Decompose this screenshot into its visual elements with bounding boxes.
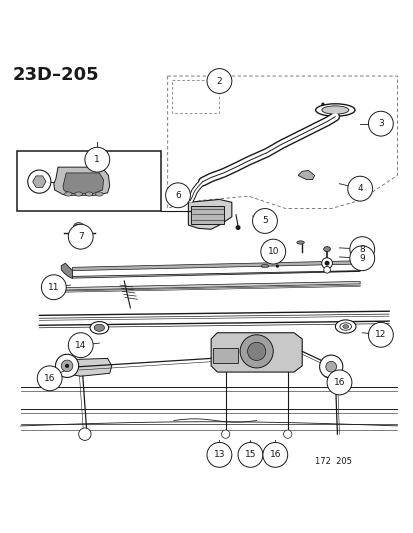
FancyBboxPatch shape — [17, 151, 161, 211]
Circle shape — [323, 266, 330, 273]
Text: 9: 9 — [358, 254, 364, 263]
Text: 7: 7 — [78, 232, 83, 241]
Circle shape — [260, 239, 285, 264]
Circle shape — [78, 224, 83, 229]
Ellipse shape — [75, 192, 82, 196]
Circle shape — [324, 261, 329, 265]
Text: 16: 16 — [333, 378, 344, 387]
Circle shape — [235, 225, 240, 230]
Circle shape — [252, 208, 277, 233]
Ellipse shape — [296, 241, 304, 244]
Circle shape — [206, 442, 231, 467]
Circle shape — [68, 224, 93, 249]
Polygon shape — [188, 199, 231, 229]
Ellipse shape — [323, 247, 330, 252]
Circle shape — [240, 335, 273, 368]
Circle shape — [78, 428, 91, 440]
Text: 16: 16 — [269, 450, 280, 459]
Circle shape — [237, 442, 262, 467]
Polygon shape — [64, 281, 359, 290]
Text: 11: 11 — [48, 282, 59, 292]
Ellipse shape — [94, 324, 104, 332]
Circle shape — [368, 111, 392, 136]
Polygon shape — [211, 333, 301, 372]
Circle shape — [74, 224, 78, 229]
Circle shape — [37, 366, 62, 391]
Text: 12: 12 — [374, 330, 386, 340]
Circle shape — [55, 354, 78, 377]
Ellipse shape — [342, 325, 348, 328]
Ellipse shape — [64, 192, 72, 196]
Text: 6: 6 — [175, 191, 180, 200]
Circle shape — [85, 147, 109, 172]
Circle shape — [206, 69, 231, 93]
Circle shape — [320, 102, 324, 106]
Ellipse shape — [85, 192, 93, 196]
Polygon shape — [63, 173, 103, 193]
Text: 5: 5 — [261, 216, 267, 225]
Ellipse shape — [74, 223, 83, 229]
Circle shape — [321, 258, 332, 269]
Polygon shape — [64, 285, 359, 292]
Text: 10: 10 — [267, 247, 278, 256]
Text: 2: 2 — [216, 77, 222, 85]
Circle shape — [74, 236, 83, 244]
Circle shape — [283, 430, 291, 438]
Circle shape — [347, 176, 372, 201]
Polygon shape — [72, 271, 359, 278]
Circle shape — [349, 246, 374, 271]
Text: 16: 16 — [44, 374, 55, 383]
Text: 13: 13 — [213, 450, 225, 459]
Ellipse shape — [339, 323, 351, 330]
Circle shape — [61, 360, 73, 372]
Circle shape — [41, 275, 66, 300]
Polygon shape — [54, 167, 109, 195]
Text: 1: 1 — [94, 155, 100, 164]
Text: 4: 4 — [356, 184, 362, 193]
Circle shape — [349, 237, 374, 262]
Circle shape — [319, 355, 342, 378]
Text: 3: 3 — [377, 119, 383, 128]
Ellipse shape — [315, 104, 354, 116]
Circle shape — [247, 342, 265, 360]
FancyBboxPatch shape — [212, 348, 237, 362]
Text: 14: 14 — [75, 341, 86, 350]
Circle shape — [326, 370, 351, 395]
Circle shape — [325, 361, 336, 372]
Circle shape — [65, 364, 69, 368]
Polygon shape — [61, 263, 72, 279]
Ellipse shape — [330, 373, 343, 379]
FancyBboxPatch shape — [191, 206, 224, 224]
Circle shape — [275, 264, 278, 268]
Ellipse shape — [335, 320, 355, 333]
Text: 23D–205: 23D–205 — [12, 66, 99, 84]
Polygon shape — [297, 171, 314, 180]
Circle shape — [68, 333, 93, 358]
Circle shape — [165, 183, 190, 208]
Text: 15: 15 — [244, 450, 256, 459]
Ellipse shape — [95, 192, 103, 196]
Text: 8: 8 — [358, 245, 364, 254]
Ellipse shape — [321, 106, 348, 114]
Circle shape — [368, 322, 392, 347]
Polygon shape — [72, 261, 359, 271]
Polygon shape — [33, 176, 46, 188]
Text: 172  205: 172 205 — [314, 457, 351, 466]
Ellipse shape — [90, 321, 108, 334]
Circle shape — [262, 442, 287, 467]
Polygon shape — [62, 358, 112, 376]
Circle shape — [221, 430, 229, 438]
